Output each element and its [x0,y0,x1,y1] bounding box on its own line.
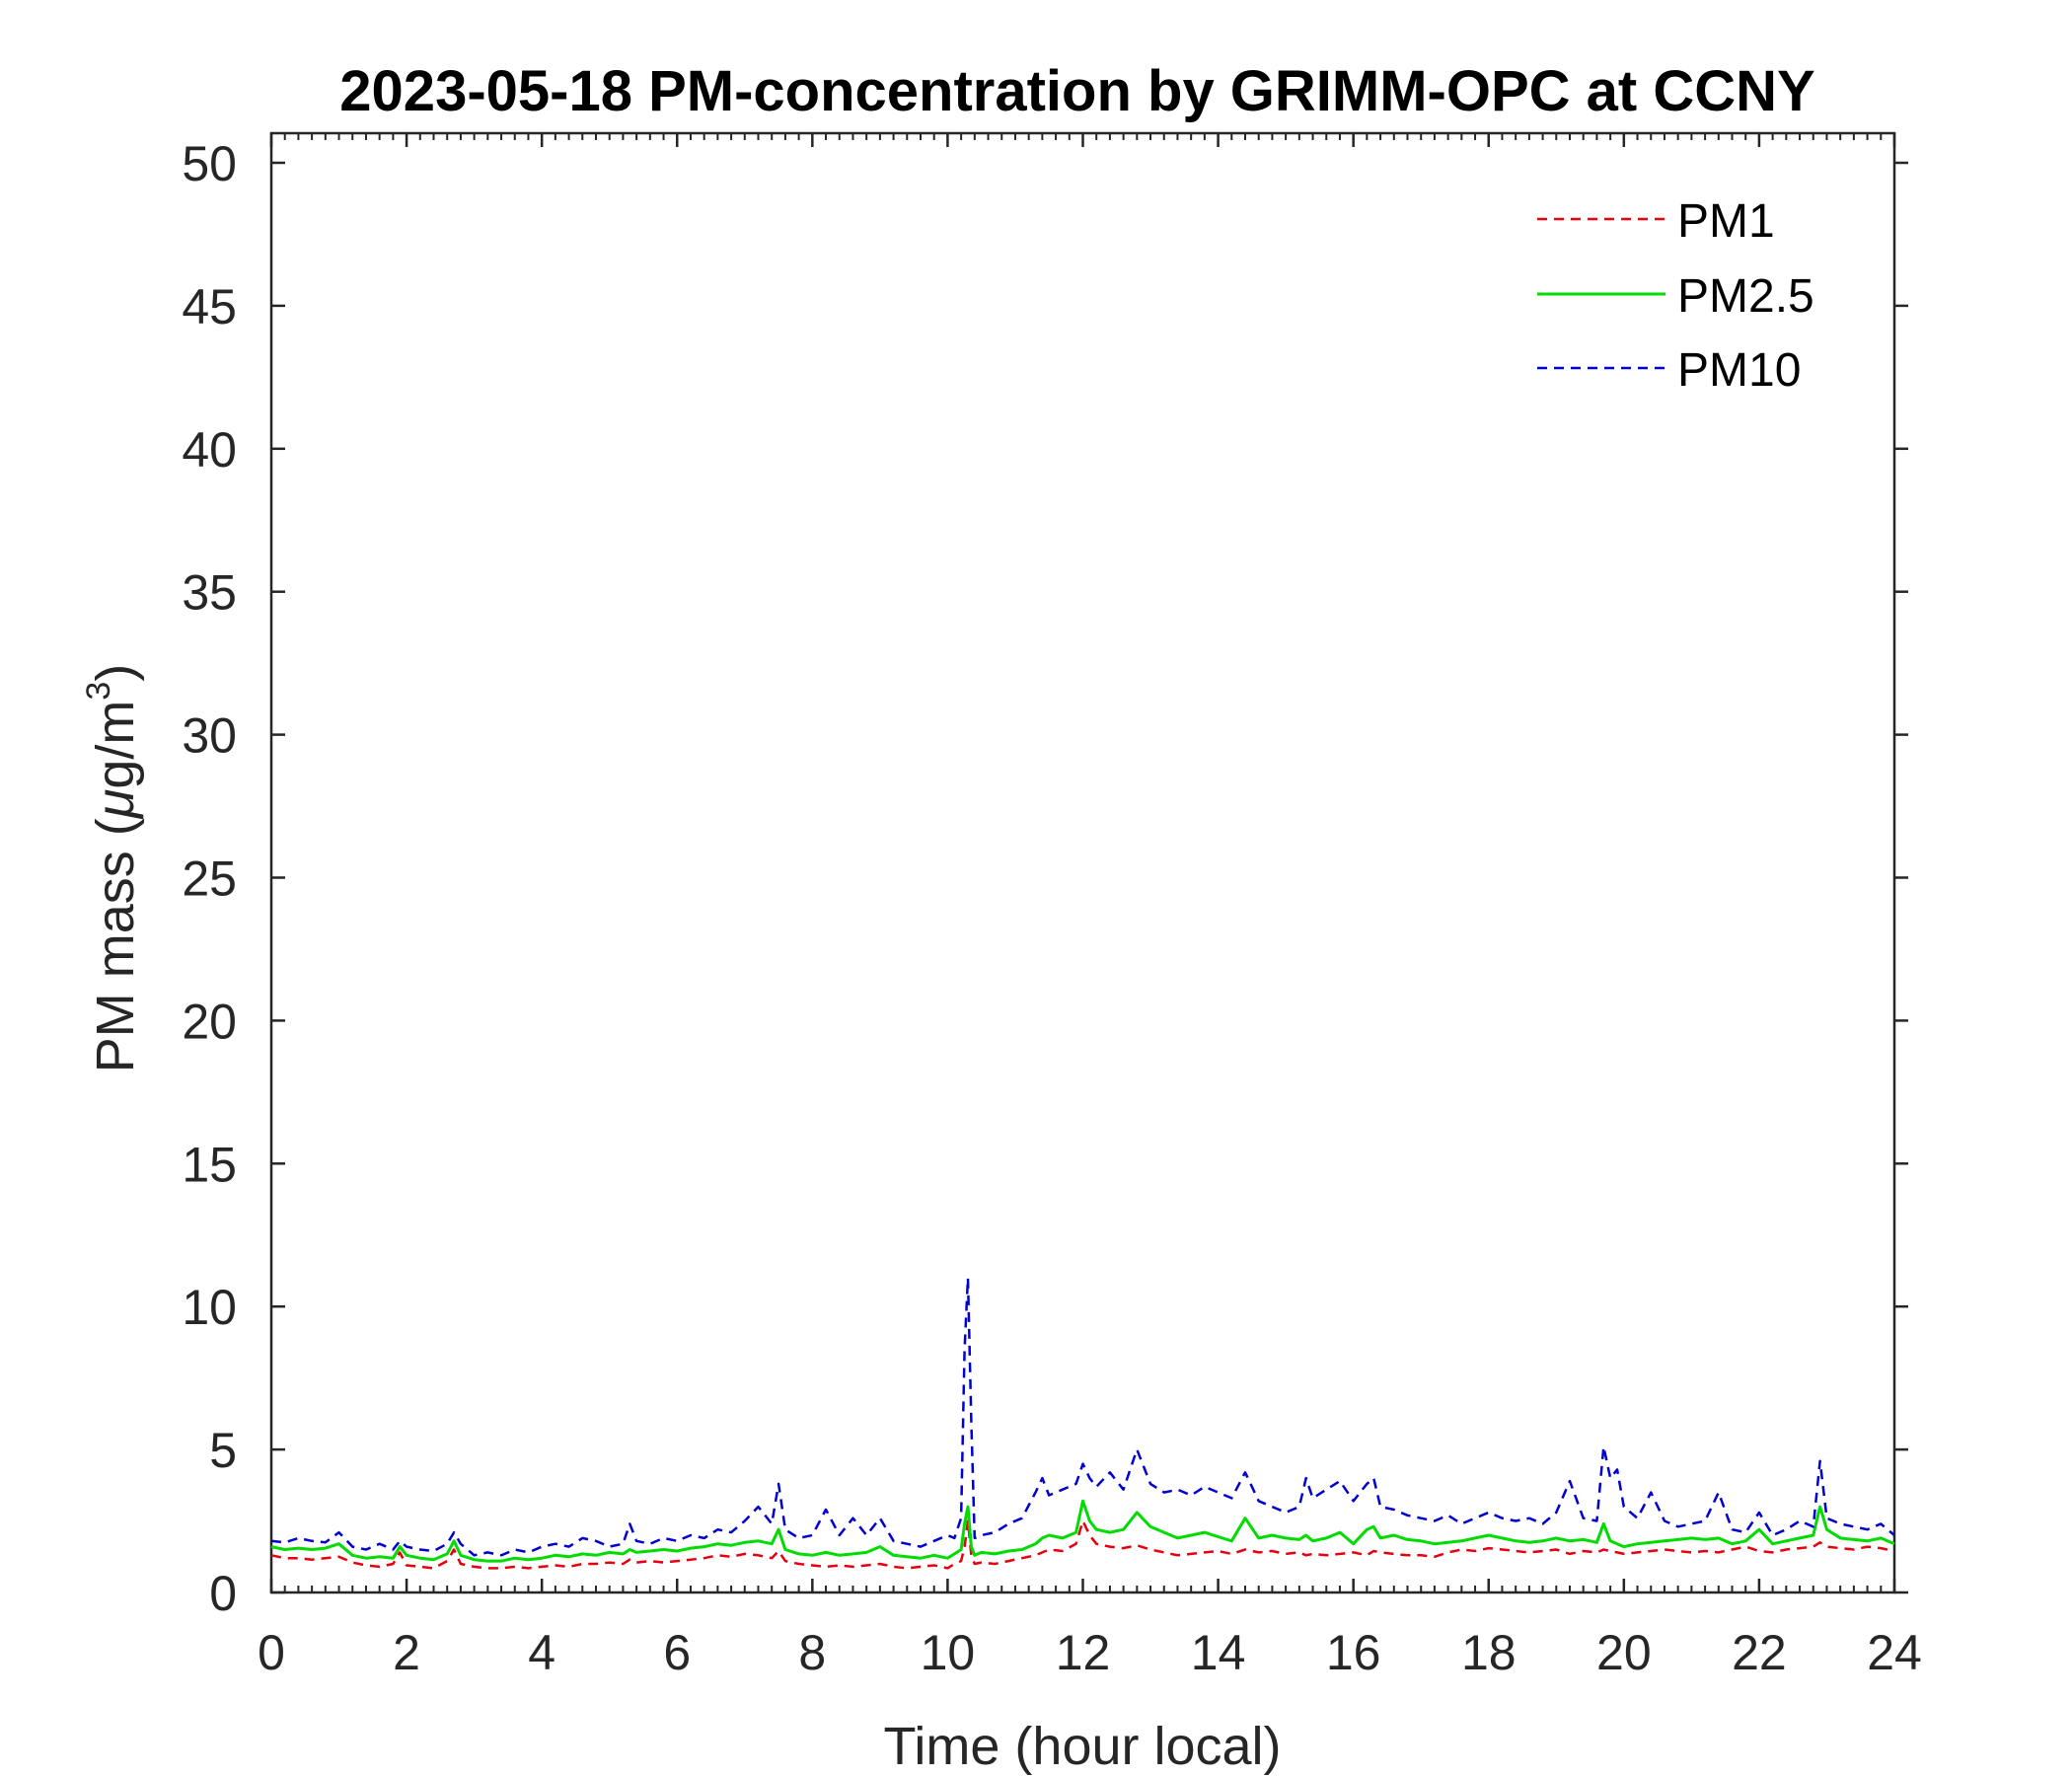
x-tick-label: 0 [258,1625,285,1680]
x-axis-label: Time (hour local) [883,1717,1281,1776]
x-tick-label: 24 [1867,1625,1922,1680]
series-line-pm25 [270,1499,1895,1563]
series-line-pm1 [270,1519,1895,1570]
x-tick-label: 22 [1732,1625,1787,1680]
series-lines [270,1276,1895,1570]
chart-title: 2023-05-18 PM-concentration by GRIMM-OPC… [339,59,1814,123]
series-line-pm10 [270,1276,1895,1557]
y-tick-label: 45 [182,279,237,334]
x-tick-label: 18 [1461,1625,1517,1680]
x-tick-label: 8 [798,1625,826,1680]
legend: PM1 PM2.5 PM10 [1537,195,1814,397]
y-axis-label-close: ) [86,664,145,682]
legend-label-pm10: PM10 [1677,344,1801,397]
x-tick-label: 2 [393,1625,420,1680]
y-tick-labels: 0 5 10 15 20 25 30 35 40 45 50 [182,136,237,1621]
x-tick-label: 6 [663,1625,691,1680]
axis-ticks [269,133,1908,1594]
y-tick-label: 20 [182,994,237,1049]
x-tick-label: 10 [921,1625,976,1680]
y-tick-label: 40 [182,422,237,478]
y-tick-label: 0 [209,1566,237,1621]
y-tick-label: 15 [182,1137,237,1192]
x-tick-label: 4 [528,1625,555,1680]
y-tick-label: 25 [182,851,237,907]
y-tick-label: 35 [182,565,237,621]
y-tick-label: 5 [209,1423,237,1478]
y-tick-label: 10 [182,1280,237,1335]
x-tick-label: 20 [1596,1625,1652,1680]
y-tick-label: 50 [182,136,237,191]
y-tick-label: 30 [182,708,237,764]
y-axis-label-main: PM mass ( [86,818,145,1073]
y-axis-label-mu: μ [86,789,145,821]
y-axis-label: PM mass (μg/m3) [80,664,145,1073]
x-tick-labels: 0 2 4 6 8 10 12 14 16 18 20 22 24 [258,1625,1922,1680]
x-tick-label: 12 [1056,1625,1111,1680]
x-tick-label: 16 [1326,1625,1381,1680]
legend-label-pm25: PM2.5 [1677,270,1814,323]
x-tick-label: 14 [1191,1625,1246,1680]
y-axis-label-sup: 3 [80,682,117,701]
y-axis-label-unit: g/m [86,701,145,789]
legend-label-pm1: PM1 [1677,195,1775,248]
